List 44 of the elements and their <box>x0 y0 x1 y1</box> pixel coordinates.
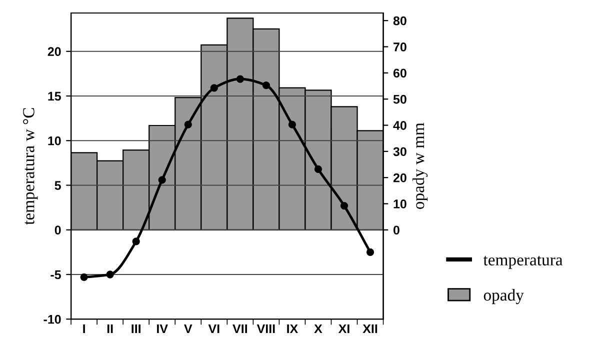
y-tick-label: 0 <box>54 226 61 235</box>
y-tick-label: -5 <box>50 270 61 280</box>
legend-label: temperatura <box>483 256 563 269</box>
y2-tick-label: 60 <box>393 68 406 78</box>
point <box>210 84 218 92</box>
y2-tick-label: 10 <box>394 200 406 208</box>
y-axis-title: temperatura w °C <box>23 108 38 225</box>
point <box>80 273 88 281</box>
point <box>158 176 166 184</box>
x-tick-label: II <box>107 324 113 334</box>
y2-tick-label: 0 <box>393 226 400 235</box>
y2-tick-label: 20 <box>393 173 406 182</box>
point <box>132 238 140 246</box>
y2-tick-label: 40 <box>393 121 406 130</box>
x-tick-label: V <box>184 324 192 334</box>
point <box>106 270 114 278</box>
y-tick-label: 20 <box>48 47 61 56</box>
y-tick-label: 15 <box>48 92 61 101</box>
point <box>340 202 348 210</box>
x-tick-label: III <box>132 324 140 334</box>
point <box>236 75 244 83</box>
x-tick-label: I <box>83 324 85 334</box>
x-tick-label: XI <box>338 324 350 334</box>
point <box>262 81 270 90</box>
point <box>288 120 296 128</box>
x-tick-label: X <box>314 324 322 334</box>
legend-label: opady <box>484 288 524 304</box>
point <box>314 165 322 174</box>
y2-tick-label: 50 <box>393 94 406 104</box>
x-tick-label: VII <box>232 324 247 334</box>
x-tick-label: IV <box>157 324 168 334</box>
y2-tick-label: 70 <box>394 42 406 52</box>
x-tick-label: XII <box>362 324 378 334</box>
y-tick-label: 10 <box>48 136 61 146</box>
y2-axis-title: opady w mm <box>412 122 428 209</box>
point <box>184 120 192 128</box>
x-tick-label: VI <box>208 324 220 334</box>
point <box>366 248 374 256</box>
x-tick-label: VIII <box>256 324 275 334</box>
y-tick-label: -10 <box>44 314 61 324</box>
y-tick-label: 5 <box>54 181 61 190</box>
y2-tick-label: 30 <box>393 147 406 156</box>
y2-tick-label: 80 <box>393 16 406 26</box>
x-tick-label: IX <box>287 324 298 334</box>
